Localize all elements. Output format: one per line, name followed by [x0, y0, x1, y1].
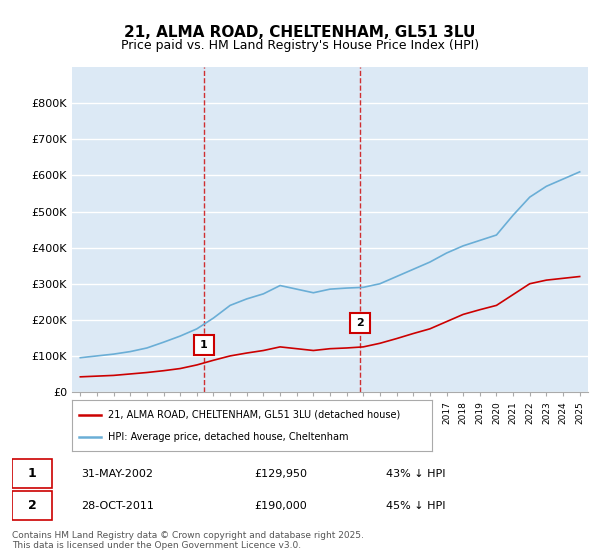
Text: HPI: Average price, detached house, Cheltenham: HPI: Average price, detached house, Chel… — [108, 432, 349, 442]
Text: Contains HM Land Registry data © Crown copyright and database right 2025.
This d: Contains HM Land Registry data © Crown c… — [12, 530, 364, 550]
Text: 21, ALMA ROAD, CHELTENHAM, GL51 3LU (detached house): 21, ALMA ROAD, CHELTENHAM, GL51 3LU (det… — [108, 409, 400, 419]
Text: 2: 2 — [28, 499, 37, 512]
Text: 21, ALMA ROAD, CHELTENHAM, GL51 3LU: 21, ALMA ROAD, CHELTENHAM, GL51 3LU — [124, 25, 476, 40]
Text: 43% ↓ HPI: 43% ↓ HPI — [386, 469, 446, 479]
FancyBboxPatch shape — [12, 459, 52, 488]
Text: 2: 2 — [356, 319, 364, 328]
Text: £129,950: £129,950 — [254, 469, 307, 479]
Text: 45% ↓ HPI: 45% ↓ HPI — [386, 501, 446, 511]
Text: 1: 1 — [28, 467, 37, 480]
Text: 1: 1 — [200, 340, 208, 350]
Text: 31-MAY-2002: 31-MAY-2002 — [81, 469, 153, 479]
Text: Price paid vs. HM Land Registry's House Price Index (HPI): Price paid vs. HM Land Registry's House … — [121, 39, 479, 52]
Text: £190,000: £190,000 — [254, 501, 307, 511]
Text: 28-OCT-2011: 28-OCT-2011 — [81, 501, 154, 511]
FancyBboxPatch shape — [12, 492, 52, 520]
